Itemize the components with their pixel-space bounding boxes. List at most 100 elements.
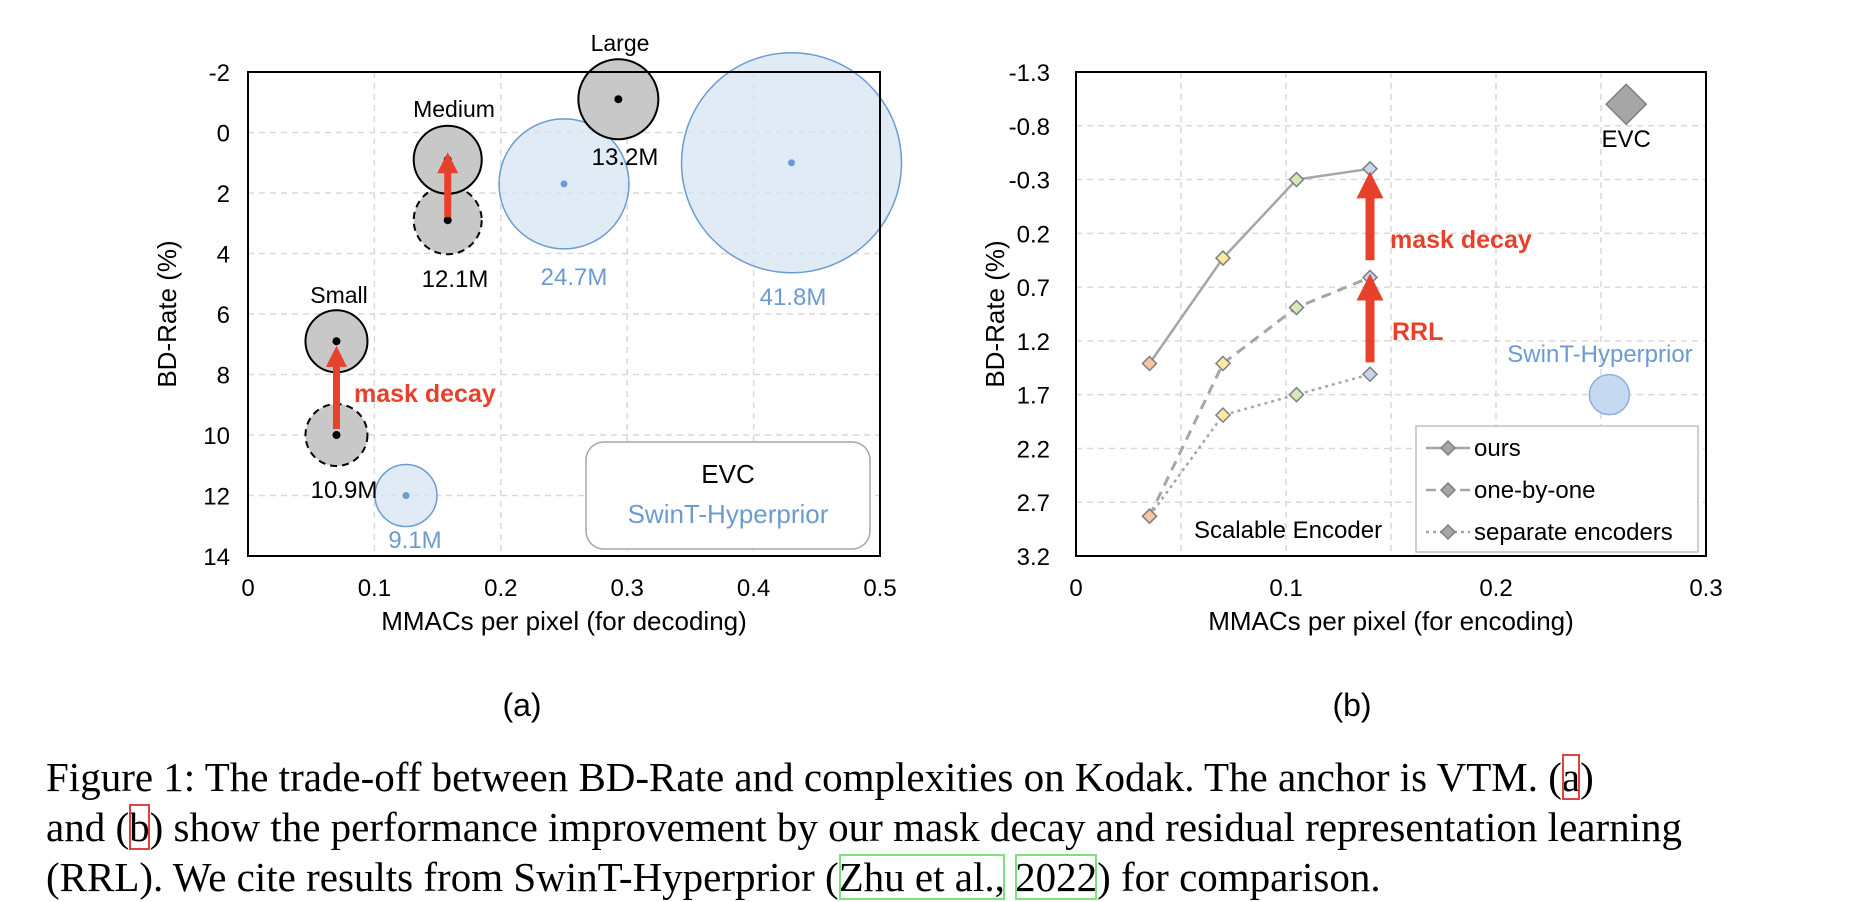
caption-text: ) for comparison. xyxy=(1097,854,1381,900)
y-tick-label: -2 xyxy=(209,60,230,87)
legend-swint: SwinT-Hyperprior xyxy=(628,499,829,529)
y-tick-label: 0 xyxy=(217,121,230,148)
label-small: Small xyxy=(310,282,368,308)
y-tick-label: -0.8 xyxy=(1009,114,1050,141)
x-tick-label: 0.3 xyxy=(1689,575,1722,602)
x-tick-label: 0.3 xyxy=(611,575,644,602)
legend-entry: ours xyxy=(1474,435,1521,462)
swint-center xyxy=(788,159,796,167)
param-12.1m: 12.1M xyxy=(422,266,489,293)
y-tick-label: -1.3 xyxy=(1009,60,1050,87)
label-medium: Medium xyxy=(413,96,495,122)
evc-center xyxy=(443,155,452,164)
x-tick-label: 0 xyxy=(241,575,254,602)
data-point xyxy=(1214,250,1232,267)
y-tick-label: 2.2 xyxy=(1017,436,1050,463)
legend-marker xyxy=(1439,439,1457,457)
plot-frame xyxy=(247,71,881,557)
evc-center xyxy=(332,431,341,439)
data-point xyxy=(1214,407,1232,424)
annotation-scalable-encoder: Scalable Encoder xyxy=(1194,517,1382,544)
caption-text: (RRL). We cite results from SwinT-Hyperp… xyxy=(46,854,839,900)
subfigure-ref-a[interactable]: a xyxy=(1561,754,1581,800)
param-13.2m: 13.2M xyxy=(592,144,659,171)
y-axis-label: BD-Rate (%) xyxy=(980,240,1010,387)
legend-box xyxy=(585,441,871,550)
y-tick-label: 2 xyxy=(217,181,230,208)
caption-line-1: Figure 1: The trade-off between BD-Rate … xyxy=(46,752,1846,802)
chart-b: 0 0.1 0.2 0.3 -1.3 -0.8 -0.3 0.2 0.7 1.2 1.7 2.2 2.7… xyxy=(980,60,1723,723)
series-line-separate-encoders xyxy=(1148,373,1371,517)
annotation-rrl: RRL xyxy=(1392,318,1443,346)
figure-caption: Figure 1: The trade-off between BD-Rate … xyxy=(46,752,1846,902)
y-axis-label: BD-Rate (%) xyxy=(152,240,182,387)
subfigure-label-b: (b) xyxy=(1332,687,1371,723)
x-tick-label: 0.1 xyxy=(1269,575,1302,602)
x-axis-label: MMACs per pixel (for decoding) xyxy=(381,606,747,636)
y-tick-label: 10 xyxy=(203,423,230,450)
evc-label: EVC xyxy=(1602,126,1651,153)
evc-center xyxy=(443,216,452,225)
data-point xyxy=(1288,299,1305,316)
series-line-one-by-one xyxy=(1148,276,1371,517)
caption-text: ) show the performance improvement by ou… xyxy=(149,804,1683,850)
data-point xyxy=(1141,355,1158,372)
data-point xyxy=(1141,508,1158,525)
subfigure-label-a: (a) xyxy=(502,687,541,723)
y-tick-label: 0.2 xyxy=(1017,221,1050,248)
legend-marker xyxy=(1439,523,1457,541)
evc-center xyxy=(332,337,341,346)
param-24.7m: 24.7M xyxy=(541,264,608,291)
x-tick-label: 0.2 xyxy=(1479,575,1512,602)
swint-point xyxy=(1588,373,1631,416)
legend-evc: EVC xyxy=(701,459,754,489)
y-tick-label: 3.2 xyxy=(1017,544,1050,571)
plot-frame xyxy=(1075,71,1707,557)
data-point xyxy=(1361,366,1379,383)
y-tick-label: 12 xyxy=(203,484,230,511)
annotation-mask-decay: mask decay xyxy=(1390,226,1532,254)
data-point xyxy=(1288,171,1305,188)
y-tick-label: 4 xyxy=(217,242,230,269)
legend-entry: one-by-one xyxy=(1474,477,1595,504)
y-tick-label: 0.7 xyxy=(1017,275,1050,302)
x-axis-label: MMACs per pixel (for encoding) xyxy=(1208,606,1574,636)
y-tick-label: 6 xyxy=(217,302,230,329)
chart-a: 0 0.1 0.2 0.3 0.4 0.5 -2 0 2 4 6 8 10 12 14 MMACs per p… xyxy=(152,30,903,723)
caption-line-3: (RRL). We cite results from SwinT-Hyperp… xyxy=(46,852,1846,902)
data-point xyxy=(1288,386,1305,403)
y-tick-label: 2.7 xyxy=(1017,490,1050,517)
legend-entry: separate encoders xyxy=(1474,519,1673,546)
x-tick-label: 0 xyxy=(1069,575,1082,602)
y-tick-label: 14 xyxy=(203,544,230,571)
annotation-mask-decay: mask decay xyxy=(354,380,496,408)
y-tick-label: -0.3 xyxy=(1009,168,1050,195)
subfigure-ref-b[interactable]: b xyxy=(129,804,150,850)
data-point xyxy=(1214,355,1232,372)
x-tick-label: 0.1 xyxy=(358,575,391,602)
swint-label: SwinT-Hyperprior xyxy=(1507,341,1692,368)
caption-text xyxy=(1005,854,1015,900)
x-tick-label: 0.2 xyxy=(484,575,517,602)
y-tick-label: 1.2 xyxy=(1017,329,1050,356)
citation-year-link[interactable]: 2022 xyxy=(1015,854,1098,900)
param-41.8m: 41.8M xyxy=(760,284,827,311)
legend-marker xyxy=(1439,481,1457,499)
swint-center xyxy=(402,492,410,499)
caption-text: Figure 1: The trade-off between BD-Rate … xyxy=(46,754,1562,800)
evc-center xyxy=(614,95,623,104)
param-10.9m: 10.9M xyxy=(311,477,378,504)
caption-text: and ( xyxy=(46,804,130,850)
evc-point xyxy=(1605,83,1648,126)
y-tick-label: 8 xyxy=(217,363,230,390)
data-point xyxy=(1361,269,1379,286)
x-tick-label: 0.5 xyxy=(863,575,896,602)
x-tick-label: 0.4 xyxy=(737,575,770,602)
caption-text: ) xyxy=(1580,754,1594,800)
param-9.1m: 9.1M xyxy=(388,527,441,554)
label-large: Large xyxy=(591,30,650,56)
swint-center xyxy=(560,180,568,188)
y-tick-label: 1.7 xyxy=(1017,383,1050,410)
citation-link[interactable]: Zhu et al., xyxy=(838,854,1005,900)
